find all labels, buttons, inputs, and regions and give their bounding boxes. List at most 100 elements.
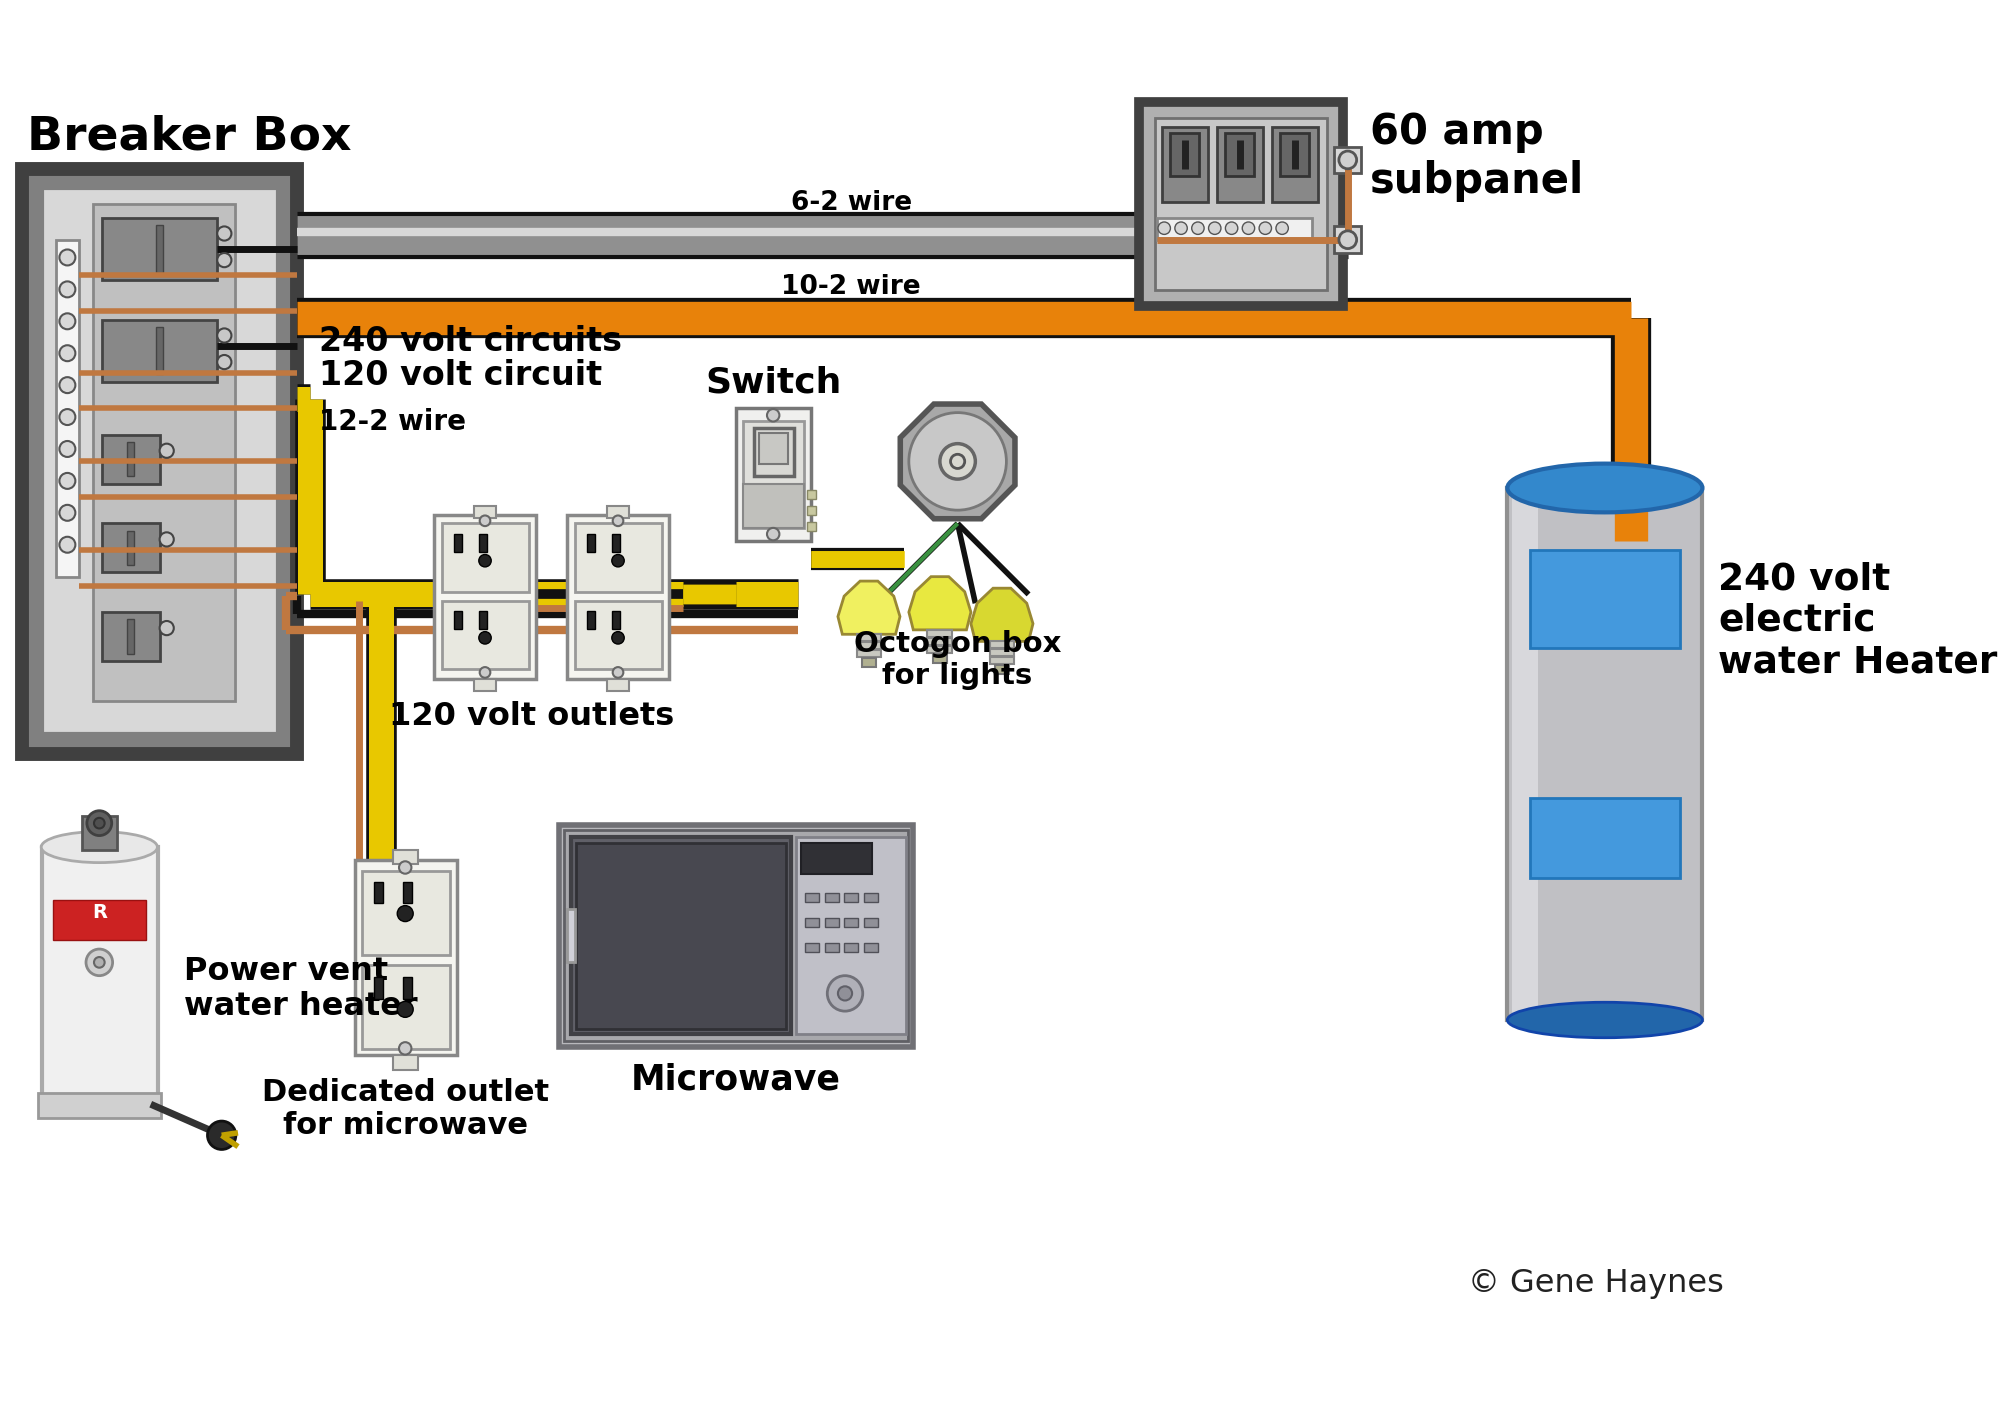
Bar [1226,133,1254,175]
Circle shape [612,632,624,643]
Bar [824,918,838,928]
Bar [1158,218,1312,240]
Text: © Gene Haynes: © Gene Haynes [1468,1268,1724,1299]
Bar [478,611,486,629]
Bar [1216,127,1262,202]
Ellipse shape [1508,464,1702,512]
Bar [454,611,462,629]
Bar [862,659,876,667]
Bar [126,619,134,653]
Circle shape [60,314,76,329]
Circle shape [766,409,780,421]
Circle shape [838,987,852,1001]
Bar [42,188,278,734]
Bar [156,225,164,273]
Bar [806,894,820,902]
Circle shape [398,1001,414,1017]
Polygon shape [908,577,970,629]
Bar [856,635,882,642]
Bar [824,894,838,902]
Circle shape [208,1121,236,1150]
Circle shape [1174,222,1188,235]
Circle shape [478,632,492,643]
Ellipse shape [42,831,158,863]
Text: Dedicated outlet
for microwave: Dedicated outlet for microwave [262,1077,548,1140]
Circle shape [60,249,76,266]
Bar [806,943,820,952]
Bar [22,168,298,754]
Circle shape [612,667,624,677]
Bar [806,522,816,530]
Circle shape [60,505,76,520]
Circle shape [1276,222,1288,235]
Bar [404,977,412,998]
Bar [1272,127,1318,202]
Text: 120 volt outlets: 120 volt outlets [390,701,674,732]
Bar [574,601,662,669]
Bar [82,816,118,850]
Circle shape [218,355,232,369]
Bar [806,918,820,928]
Bar [442,523,530,591]
Bar [806,489,816,499]
Circle shape [908,413,1006,510]
Circle shape [160,532,174,546]
Circle shape [1192,222,1204,235]
Bar [990,642,1014,649]
Bar [928,629,952,636]
Bar [126,530,134,566]
Circle shape [400,861,412,874]
Circle shape [60,345,76,361]
Circle shape [1208,222,1220,235]
Bar [102,523,160,573]
Bar [1140,102,1344,307]
Polygon shape [900,404,1014,519]
Ellipse shape [1508,1003,1702,1038]
Bar [1512,488,1538,1019]
Bar [864,943,878,952]
Circle shape [480,516,490,526]
Bar [474,679,496,691]
Circle shape [612,516,624,526]
Text: 10-2 wire: 10-2 wire [782,274,922,300]
Circle shape [60,409,76,426]
Text: Microwave: Microwave [632,1062,840,1097]
Circle shape [478,554,492,567]
Bar [824,943,838,952]
Polygon shape [838,581,900,635]
Circle shape [1260,222,1272,235]
Bar [796,837,906,1034]
Bar [564,830,908,1041]
Circle shape [480,667,490,677]
Circle shape [218,253,232,267]
Bar [576,843,786,1029]
Bar [1170,133,1198,175]
Bar [864,918,878,928]
Bar [38,1093,162,1117]
Circle shape [60,441,76,457]
Bar [572,837,790,1034]
Bar [362,964,450,1049]
Text: Breaker Box: Breaker Box [26,115,352,160]
Bar [156,327,164,375]
Text: 12-2 wire: 12-2 wire [320,409,466,436]
Circle shape [86,810,112,836]
Bar [990,658,1014,665]
Bar [102,320,218,382]
Bar [1508,488,1702,1019]
Bar [754,427,794,477]
Text: 240 volt circuits: 240 volt circuits [320,325,622,358]
Bar [932,653,946,663]
Bar [54,901,146,940]
Bar [856,642,882,649]
Bar [102,434,160,484]
Circle shape [1158,222,1170,235]
Bar [608,506,628,518]
Circle shape [60,378,76,393]
Bar [608,679,628,691]
Bar [56,240,78,577]
Circle shape [218,328,232,342]
Bar [374,882,384,904]
Bar [990,649,1014,656]
Text: R: R [92,904,106,922]
